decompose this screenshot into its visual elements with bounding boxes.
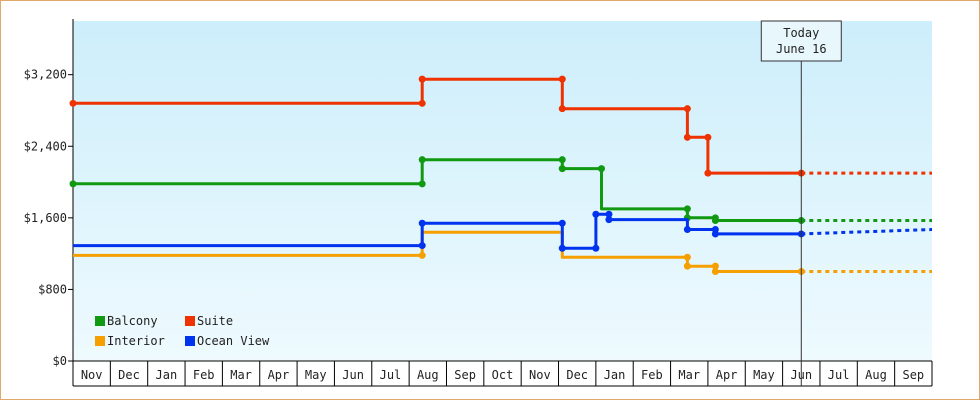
legend-swatch (185, 316, 195, 326)
x-tick-label: May (305, 368, 327, 382)
legend-label: Suite (197, 314, 233, 328)
y-tick-label: $800 (38, 282, 67, 296)
series-ocean-view (73, 210, 933, 252)
x-tick-label: Feb (641, 368, 663, 382)
x-tick-label: Jan (156, 368, 178, 382)
x-tick-label: Mar (678, 368, 700, 382)
data-point (418, 99, 426, 107)
data-point (683, 205, 691, 213)
x-tick-label: Dec (566, 368, 588, 382)
data-point (558, 75, 566, 83)
legend-label: Ocean View (197, 334, 270, 348)
legend-item: Balcony (95, 314, 158, 328)
data-point (418, 251, 426, 259)
data-point (597, 165, 605, 173)
legend-item: Ocean View (185, 334, 270, 348)
x-tick-label: Nov (529, 368, 551, 382)
data-point (683, 133, 691, 141)
x-tick-label: Oct (492, 368, 514, 382)
today-date: June 16 (776, 42, 827, 56)
data-point (605, 216, 613, 224)
series-balcony (69, 156, 932, 225)
y-tick-label: $3,200 (24, 68, 67, 82)
x-tick-label: Dec (118, 368, 140, 382)
x-tick-label: Sep (454, 368, 476, 382)
forecast-line (801, 228, 933, 236)
x-axis: Nov Dec Jan Feb Mar Apr May Jun Jul Aug Sep Oct Nov D… (72, 360, 933, 387)
data-point (711, 217, 719, 225)
series-suite (69, 75, 932, 177)
legend-label: Balcony (107, 314, 158, 328)
legend-swatch (95, 316, 105, 326)
legend-label: Interior (107, 334, 165, 348)
data-point (558, 156, 566, 164)
series-line (73, 77, 802, 175)
x-tick-label: Nov (81, 368, 103, 382)
data-point (418, 180, 426, 188)
data-point (711, 262, 719, 270)
x-tick-label: May (753, 368, 775, 382)
legend-item: Interior (95, 334, 165, 348)
data-point (683, 225, 691, 233)
legend-swatch (95, 336, 105, 346)
data-point (683, 262, 691, 270)
x-tick-label: Jul (828, 368, 850, 382)
legend-swatch (185, 336, 195, 346)
x-tick-label: Jan (604, 368, 626, 382)
data-point (418, 219, 426, 227)
data-point (711, 230, 719, 238)
x-tick-label: Jun (342, 368, 364, 382)
data-point (558, 219, 566, 227)
today-box (760, 20, 842, 62)
data-point (69, 99, 77, 107)
y-tick-label: $1,600 (24, 211, 67, 225)
x-tick-label: Mar (230, 368, 252, 382)
data-point (605, 210, 613, 218)
x-tick-label: Jul (380, 368, 402, 382)
x-tick-label: Aug (417, 368, 439, 382)
data-point (418, 75, 426, 83)
today-marker: Today June 16 (760, 20, 842, 386)
series-layer (69, 75, 933, 276)
legend-item: Suite (185, 314, 233, 328)
data-point (558, 244, 566, 252)
y-tick-label: $0 (53, 354, 67, 368)
today-label: Today (783, 26, 819, 40)
x-tick-label: Sep (902, 368, 924, 382)
y-tick-label: $2,400 (24, 139, 67, 153)
data-point (592, 210, 600, 218)
data-point (711, 268, 719, 276)
data-point (558, 165, 566, 173)
data-point (683, 253, 691, 261)
data-point (69, 180, 77, 188)
x-tick-label: Aug (865, 368, 887, 382)
data-point (592, 244, 600, 252)
data-point (418, 156, 426, 164)
data-point (704, 169, 712, 177)
x-tick-label: Apr (716, 368, 738, 382)
x-tick-label: Apr (268, 368, 290, 382)
data-point (558, 105, 566, 113)
x-tick-label: Feb (193, 368, 215, 382)
legend: Balcony Suite Interior Ocean View (95, 314, 270, 348)
y-axis: $0 $800 $1,600 $2,400 $3,200 (24, 19, 74, 386)
series-line (73, 212, 802, 250)
data-point (704, 133, 712, 141)
data-point (418, 242, 426, 250)
plot-area (73, 21, 932, 361)
data-point (683, 105, 691, 113)
